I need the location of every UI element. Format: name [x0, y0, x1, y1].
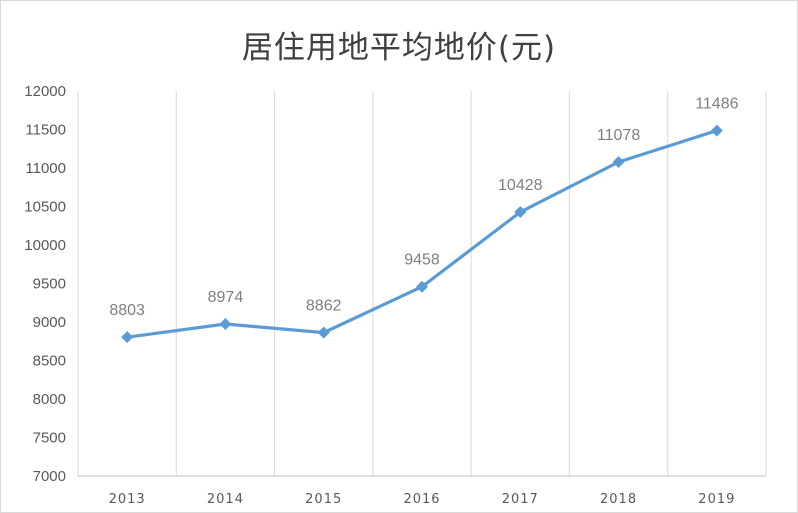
- x-tick-label: 2019: [698, 492, 735, 507]
- x-tick-label: 2015: [305, 492, 342, 507]
- data-point-marker: [121, 331, 134, 344]
- x-axis: 2013 2014 2015 2016 2017 2018 2019: [109, 492, 735, 507]
- y-tick-label: 11500: [25, 122, 66, 139]
- y-axis: 7000 7500 8000 8500 9000 9500 10000 10500 11000 1…: [24, 83, 66, 485]
- y-tick-label: 9000: [33, 314, 66, 331]
- data-point-marker: [219, 318, 232, 331]
- y-tick-label: 11000: [25, 160, 66, 177]
- x-tick-label: 2018: [600, 492, 637, 507]
- y-tick-label: 10000: [24, 237, 66, 254]
- data-label: 8974: [208, 289, 244, 306]
- data-label: 11486: [695, 96, 738, 113]
- grid-lines: [77, 91, 767, 477]
- x-tick-label: 2016: [403, 492, 440, 507]
- data-point-marker: [416, 280, 428, 293]
- data-point-marker: [317, 326, 330, 339]
- x-tick-label: 2013: [109, 492, 146, 507]
- data-label: 10428: [498, 177, 543, 194]
- data-series: [121, 124, 723, 344]
- y-tick-label: 8000: [33, 391, 66, 408]
- x-tick-label: 2014: [207, 492, 244, 507]
- series-line: [126, 129, 718, 339]
- y-tick-label: 7000: [33, 468, 66, 485]
- data-point-marker: [612, 155, 625, 168]
- data-label: 8862: [306, 298, 342, 315]
- chart-title: 居住用地平均地价(元): [241, 30, 557, 66]
- data-label: 8803: [109, 302, 145, 319]
- data-point-marker: [710, 124, 723, 137]
- y-tick-label: 12000: [24, 83, 66, 100]
- data-label: 9458: [404, 252, 440, 269]
- y-tick-label: 10500: [24, 199, 66, 216]
- data-labels: 8803 8974 8862 9458 10428 11078 11486: [109, 96, 738, 320]
- x-tick-label: 2017: [502, 492, 539, 507]
- y-tick-label: 7500: [33, 430, 66, 447]
- y-tick-label: 8500: [33, 353, 66, 370]
- data-point-marker: [514, 206, 527, 219]
- data-label: 11078: [597, 127, 640, 144]
- y-tick-label: 9500: [33, 276, 66, 293]
